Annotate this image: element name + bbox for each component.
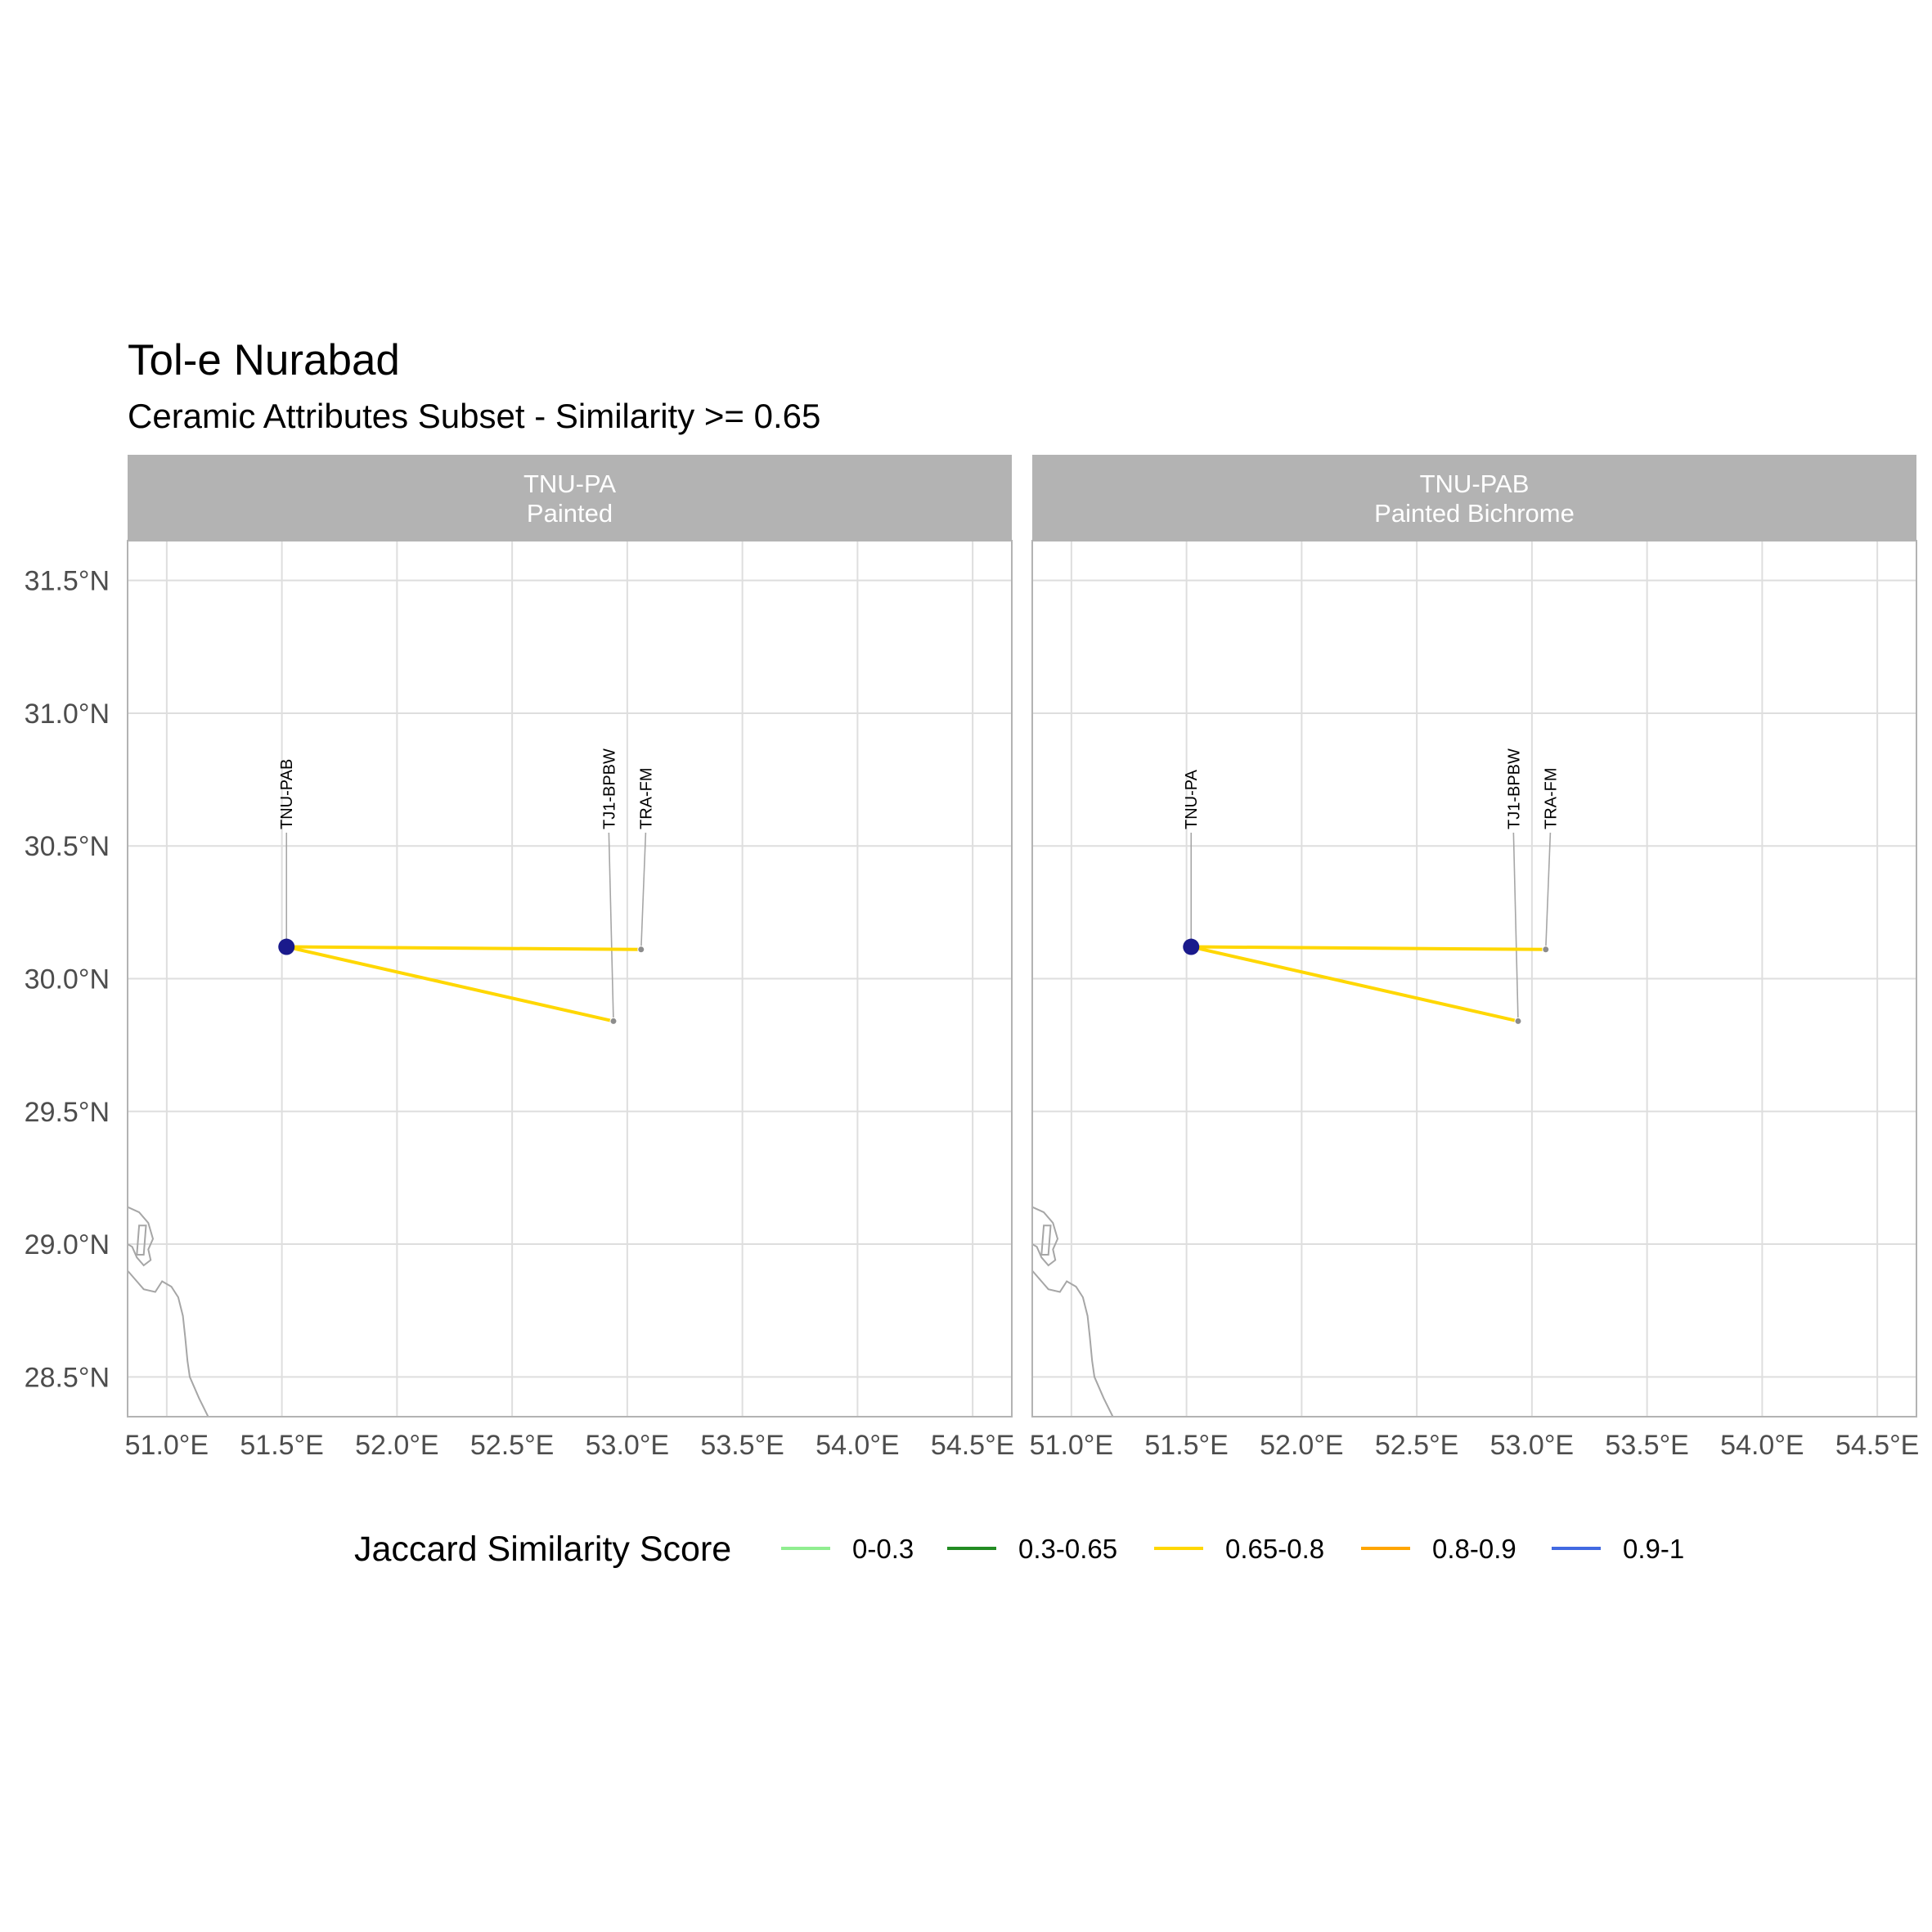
facet-strip-line2: Painted bbox=[527, 499, 613, 528]
legend: Jaccard Similarity Score 0-0.3 0.3-0.65 0.6… bbox=[354, 1530, 1684, 1569]
y-tick-label: 29.0°N bbox=[25, 1229, 110, 1260]
x-tick-label: 51.5°E bbox=[240, 1430, 323, 1461]
facet-strip-line2: Painted Bichrome bbox=[1374, 499, 1575, 528]
facet-strip-line1: TNU-PAB bbox=[1420, 470, 1530, 498]
legend-label-0-0.3: 0-0.3 bbox=[852, 1534, 914, 1564]
y-tick-label: 29.5°N bbox=[25, 1097, 110, 1128]
x-tick-label: 53.5°E bbox=[700, 1430, 784, 1461]
y-tick-label: 31.5°N bbox=[25, 566, 110, 597]
x-tick-label: 52.0°E bbox=[355, 1430, 438, 1461]
similarity-link-tj1-bpbw bbox=[285, 945, 615, 1023]
x-tick-label: 54.0°E bbox=[815, 1430, 899, 1461]
panel-plot-area: TNU-PA TJ1-BPBW TRA-FM bbox=[1032, 541, 1916, 1417]
similarity-link-tj1-bpbw bbox=[1189, 945, 1520, 1023]
x-tick-label: 51.0°E bbox=[1030, 1430, 1113, 1461]
legend-label-0.8-0.9: 0.8-0.9 bbox=[1432, 1534, 1516, 1564]
coastline bbox=[128, 1206, 209, 1417]
x-tick-label: 53.5°E bbox=[1605, 1430, 1688, 1461]
x-tick-label: 53.0°E bbox=[1490, 1430, 1574, 1461]
y-tick-label: 31.0°N bbox=[25, 699, 110, 730]
y-tick-label: 28.5°N bbox=[25, 1362, 110, 1393]
similarity-link-tra-fm bbox=[285, 945, 643, 951]
focal-site-point bbox=[1183, 938, 1200, 955]
site-point-tra-fm bbox=[1542, 946, 1550, 954]
x-tick-label: 51.5°E bbox=[1144, 1430, 1228, 1461]
site-label-tj1-bpbw: TJ1-BPBW bbox=[1505, 748, 1523, 829]
panel-border bbox=[127, 540, 1013, 1418]
similarity-link-tra-fm bbox=[1189, 945, 1548, 951]
legend-label-0.65-0.8: 0.65-0.8 bbox=[1225, 1534, 1324, 1564]
x-tick-label: 54.5°E bbox=[931, 1430, 1014, 1461]
site-point-tra-fm bbox=[637, 946, 645, 954]
x-tick-label: 54.5°E bbox=[1835, 1430, 1919, 1461]
facet-strip bbox=[128, 455, 1012, 541]
x-tick-label: 53.0°E bbox=[586, 1430, 669, 1461]
panel-plot-area: TNU-PAB TJ1-BPBW TRA-FM bbox=[128, 541, 1012, 1417]
facet-strip bbox=[1032, 455, 1916, 541]
panel-border bbox=[1031, 540, 1917, 1418]
coastline-islet bbox=[1040, 1224, 1052, 1256]
site-label-tnu-pa: TNU-PA bbox=[1183, 769, 1201, 829]
x-tick-label: 52.5°E bbox=[470, 1430, 554, 1461]
x-tick-label: 51.0°E bbox=[125, 1430, 209, 1461]
legend-label-0.9-1: 0.9-1 bbox=[1623, 1534, 1684, 1564]
y-tick-label: 30.0°N bbox=[25, 964, 110, 995]
site-label-tnu-pab: TNU-PAB bbox=[278, 759, 296, 829]
x-tick-label: 54.0°E bbox=[1720, 1430, 1804, 1461]
focal-site-point bbox=[278, 938, 295, 955]
legend-title: Jaccard Similarity Score bbox=[354, 1530, 731, 1569]
site-label-tj1-bpbw: TJ1-BPBW bbox=[600, 748, 618, 829]
x-tick-label: 52.5°E bbox=[1375, 1430, 1458, 1461]
site-label-tra-fm: TRA-FM bbox=[637, 767, 655, 829]
coastline bbox=[1032, 1206, 1114, 1417]
label-leader-line bbox=[1512, 832, 1519, 1022]
figure-subtitle: Ceramic Attributes Subset - Similarity >… bbox=[128, 397, 820, 435]
facet-strip-line1: TNU-PA bbox=[523, 470, 616, 498]
figure-title: Tol-e Nurabad bbox=[128, 336, 400, 384]
label-leader-line bbox=[640, 832, 647, 950]
site-point-tj1-bpbw bbox=[609, 1017, 618, 1025]
legend-label-0.3-0.65: 0.3-0.65 bbox=[1018, 1534, 1117, 1564]
y-tick-label: 30.5°N bbox=[25, 831, 110, 862]
site-point-tj1-bpbw bbox=[1514, 1017, 1522, 1025]
label-leader-line bbox=[608, 832, 614, 1022]
coastline-islet bbox=[136, 1224, 147, 1256]
site-label-tra-fm: TRA-FM bbox=[1542, 767, 1560, 829]
label-leader-line bbox=[1544, 832, 1552, 950]
x-tick-label: 52.0°E bbox=[1260, 1430, 1343, 1461]
